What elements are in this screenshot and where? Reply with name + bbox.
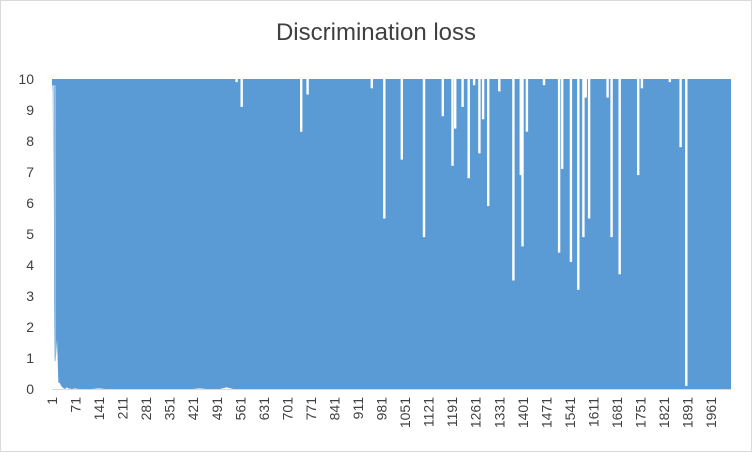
gap-mark-13 xyxy=(472,79,476,86)
gap-mark-28 xyxy=(584,79,587,98)
gap-mark-3 xyxy=(306,79,309,95)
x-tick-label-841: 841 xyxy=(327,397,343,421)
y-tick-label-5: 5 xyxy=(26,226,34,242)
x-tick-label-1121: 1121 xyxy=(421,397,437,427)
gap-mark-22 xyxy=(542,79,546,86)
y-tick-label-7: 7 xyxy=(26,164,34,180)
gap-mark-24 xyxy=(561,79,564,169)
x-tick-label-631: 631 xyxy=(256,397,272,421)
x-tick-label-701: 701 xyxy=(279,397,295,421)
x-tick-label-1191: 1191 xyxy=(444,397,460,427)
gap-mark-5 xyxy=(383,79,386,219)
gap-mark-35 xyxy=(668,79,671,83)
y-tick-label-9: 9 xyxy=(26,102,34,118)
gap-mark-21 xyxy=(525,79,529,132)
gap-mark-25 xyxy=(569,79,573,262)
x-tick-label-281: 281 xyxy=(138,397,154,421)
x-tick-label-1611: 1611 xyxy=(586,397,602,427)
x-tick-label-421: 421 xyxy=(185,397,201,421)
gap-mark-27 xyxy=(582,79,585,238)
y-tick-label-8: 8 xyxy=(26,133,34,149)
gap-mark-16 xyxy=(487,79,490,207)
y-tick-label-2: 2 xyxy=(26,319,34,335)
y-tick-label-1: 1 xyxy=(26,350,34,366)
gap-mark-32 xyxy=(618,79,621,275)
gap-mark-12 xyxy=(467,79,470,179)
gap-mark-15 xyxy=(481,79,485,120)
x-tick-label-561: 561 xyxy=(232,397,248,421)
gap-mark-34 xyxy=(640,79,644,89)
gap-mark-10 xyxy=(454,79,457,129)
x-tick-label-1681: 1681 xyxy=(609,397,625,428)
gap-mark-2 xyxy=(300,79,303,132)
gap-mark-19 xyxy=(519,79,522,176)
x-tick-label-1261: 1261 xyxy=(468,397,484,428)
x-tick-label-1051: 1051 xyxy=(397,397,413,428)
x-tick-label-141: 141 xyxy=(91,397,107,421)
x-tick-label-1961: 1961 xyxy=(703,397,719,428)
gap-mark-20 xyxy=(521,79,524,247)
x-tick-label-911: 911 xyxy=(350,397,366,420)
gap-mark-0 xyxy=(235,79,238,83)
gap-mark-14 xyxy=(478,79,481,154)
x-tick-label-771: 771 xyxy=(303,397,319,421)
x-tick-label-1541: 1541 xyxy=(562,397,578,428)
x-tick-label-351: 351 xyxy=(162,397,178,421)
gap-mark-33 xyxy=(637,79,640,176)
gap-mark-7 xyxy=(422,79,426,238)
gap-mark-9 xyxy=(451,79,454,166)
gap-mark-31 xyxy=(610,79,613,238)
x-tick-label-1821: 1821 xyxy=(656,397,672,428)
x-tick-label-981: 981 xyxy=(374,397,390,421)
y-tick-label-6: 6 xyxy=(26,195,34,211)
x-tick-label-1: 1 xyxy=(44,397,60,405)
gap-mark-26 xyxy=(577,79,580,290)
x-tick-label-71: 71 xyxy=(68,397,84,413)
x-tick-label-1891: 1891 xyxy=(680,397,696,428)
y-tick-label-4: 4 xyxy=(26,257,34,273)
gap-mark-23 xyxy=(557,79,561,253)
gap-mark-29 xyxy=(587,79,591,219)
gap-mark-8 xyxy=(441,79,444,117)
y-tick-label-10: 10 xyxy=(18,71,34,87)
gap-mark-6 xyxy=(400,79,403,160)
x-tick-label-1331: 1331 xyxy=(491,397,507,428)
gap-mark-4 xyxy=(370,79,373,89)
chart-title: Discrimination loss xyxy=(275,19,477,46)
series-area xyxy=(52,79,731,389)
y-tick-label-3: 3 xyxy=(26,288,34,304)
x-tick-label-1401: 1401 xyxy=(515,397,531,428)
gap-mark-36 xyxy=(679,79,682,148)
x-tick-label-491: 491 xyxy=(209,397,225,421)
gap-mark-11 xyxy=(461,79,464,107)
gap-mark-18 xyxy=(512,79,515,281)
gap-mark-17 xyxy=(498,79,501,92)
gap-mark-30 xyxy=(606,79,609,98)
x-tick-label-1751: 1751 xyxy=(633,397,649,428)
y-tick-label-0: 0 xyxy=(26,381,34,397)
gap-mark-37 xyxy=(685,79,688,386)
gap-mark-1 xyxy=(240,79,243,107)
x-tick-label-211: 211 xyxy=(115,397,131,420)
x-tick-label-1471: 1471 xyxy=(538,397,554,428)
